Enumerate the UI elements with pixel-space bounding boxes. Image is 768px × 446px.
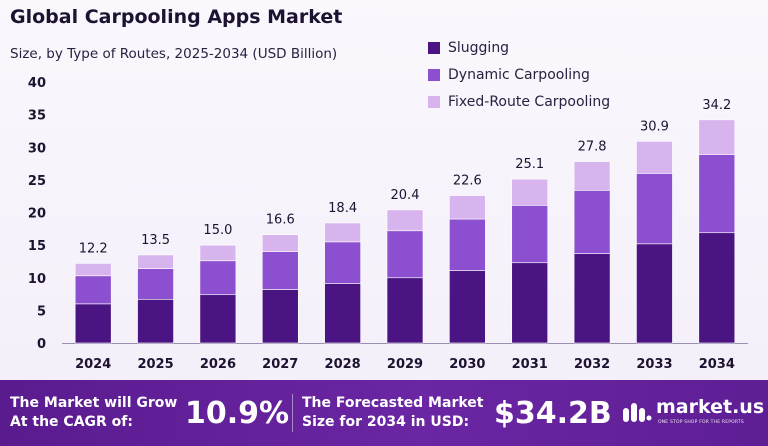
market-us-logo-icon xyxy=(623,403,652,422)
legend-label-dynamic: Dynamic Carpooling xyxy=(448,66,590,83)
bar-segment-slugging-2034 xyxy=(698,232,736,344)
bar-segment-slugging-2026 xyxy=(199,294,237,344)
bar-segment-dynamic-carpooling-2026 xyxy=(199,260,237,296)
bar-segment-fixed-route-carpooling-2030 xyxy=(449,195,486,220)
x-tick-label: 2034 xyxy=(699,357,735,372)
bar-total-label: 34.2 xyxy=(702,98,731,113)
y-tick-label: 25 xyxy=(28,174,46,189)
bar-segment-slugging-2033 xyxy=(636,243,673,344)
bar-total-label: 30.9 xyxy=(640,119,669,134)
bar-segment-dynamic-carpooling-2034 xyxy=(698,154,736,234)
forecast-value: $34.2B xyxy=(494,396,612,431)
legend-swatch-fixed-route xyxy=(428,95,440,108)
x-tick-label: 2031 xyxy=(512,357,548,372)
legend-item-dynamic: Dynamic Carpooling xyxy=(428,61,610,88)
bar-segment-fixed-route-carpooling-2026 xyxy=(199,244,237,262)
legend-swatch-slugging xyxy=(428,41,440,54)
bar-segment-dynamic-carpooling-2033 xyxy=(636,173,673,245)
bar-chart: 051015202530354012.2202413.5202515.02026… xyxy=(28,76,748,372)
y-tick-label: 5 xyxy=(37,304,46,319)
bar-segment-fixed-route-carpooling-2028 xyxy=(324,222,361,243)
bar-segment-slugging-2030 xyxy=(449,270,486,344)
bar-segment-dynamic-carpooling-2032 xyxy=(573,190,611,254)
bar-segment-fixed-route-carpooling-2024 xyxy=(74,263,112,277)
bar-segment-dynamic-carpooling-2031 xyxy=(511,205,549,264)
y-tick-label: 20 xyxy=(28,207,46,222)
bar-total-label: 20.4 xyxy=(391,188,420,203)
y-tick-label: 40 xyxy=(28,76,46,91)
x-tick-label: 2029 xyxy=(387,357,423,372)
bar-total-label: 12.2 xyxy=(79,241,108,256)
footer-banner: The Market will Grow At the CAGR of: 10.… xyxy=(0,380,768,446)
legend-item-fixed-route: Fixed-Route Carpooling xyxy=(428,88,610,115)
bar-total-label: 16.6 xyxy=(266,213,295,228)
bar-segment-fixed-route-carpooling-2031 xyxy=(511,178,549,206)
y-tick-label: 0 xyxy=(37,337,46,352)
chart-subtitle: Size, by Type of Routes, 2025-2034 (USD … xyxy=(10,46,338,62)
bar-segment-fixed-route-carpooling-2027 xyxy=(261,234,299,252)
bar-segment-slugging-2028 xyxy=(324,283,361,344)
cagr-caption-line1: The Market will Grow xyxy=(10,395,178,411)
x-tick-label: 2032 xyxy=(574,357,610,372)
bar-total-label: 15.0 xyxy=(203,223,232,238)
footer-divider xyxy=(292,394,293,432)
bar-segment-fixed-route-carpooling-2029 xyxy=(386,209,424,232)
bar-segment-dynamic-carpooling-2030 xyxy=(449,218,486,271)
bar-total-label: 22.6 xyxy=(453,174,482,189)
legend-item-slugging: Slugging xyxy=(428,34,610,61)
x-tick-label: 2030 xyxy=(449,357,485,372)
y-tick-label: 30 xyxy=(28,141,46,156)
x-tick-label: 2026 xyxy=(200,357,236,372)
y-tick-label: 15 xyxy=(28,239,46,254)
bar-segment-fixed-route-carpooling-2025 xyxy=(137,254,174,269)
bar-segment-fixed-route-carpooling-2034 xyxy=(698,119,736,155)
forecast-caption: The Forecasted Market Size for 2034 in U… xyxy=(302,394,483,432)
bar-segment-fixed-route-carpooling-2033 xyxy=(636,141,673,174)
brand-name: market.us xyxy=(656,396,765,418)
forecast-caption-line1: The Forecasted Market xyxy=(302,395,484,411)
forecast-caption-line2: Size for 2034 in USD: xyxy=(302,414,470,430)
cagr-value: 10.9% xyxy=(185,396,290,431)
y-tick-label: 10 xyxy=(28,272,46,287)
brand-tagline: ONE STOP SHOP FOR THE REPORTS xyxy=(658,420,744,425)
legend-swatch-dynamic xyxy=(428,68,440,81)
bar-segment-dynamic-carpooling-2028 xyxy=(324,241,361,284)
legend-label-slugging: Slugging xyxy=(448,39,510,56)
bar-segment-slugging-2029 xyxy=(386,277,424,344)
cagr-caption-line2: At the CAGR of: xyxy=(10,414,133,430)
x-tick-label: 2027 xyxy=(262,357,298,372)
legend-label-fixed-route: Fixed-Route Carpooling xyxy=(448,93,611,110)
bar-total-label: 18.4 xyxy=(328,201,357,216)
bar-segment-dynamic-carpooling-2029 xyxy=(386,230,424,279)
bar-total-label: 25.1 xyxy=(515,157,544,172)
x-tick-label: 2024 xyxy=(75,357,111,372)
x-tick-label: 2025 xyxy=(137,357,173,372)
bar-total-label: 13.5 xyxy=(141,233,170,248)
cagr-caption: The Market will Grow At the CAGR of: xyxy=(10,394,177,432)
x-tick-label: 2028 xyxy=(325,357,361,372)
bar-segment-slugging-2025 xyxy=(137,298,174,344)
y-tick-label: 35 xyxy=(28,109,46,124)
chart-title: Global Carpooling Apps Market xyxy=(10,6,343,28)
bar-segment-slugging-2031 xyxy=(511,262,549,344)
bar-segment-dynamic-carpooling-2027 xyxy=(261,251,299,290)
bar-segment-slugging-2027 xyxy=(261,289,299,344)
bar-segment-slugging-2024 xyxy=(74,303,112,344)
bar-segment-dynamic-carpooling-2025 xyxy=(137,268,174,300)
legend: Slugging Dynamic Carpooling Fixed-Route … xyxy=(428,34,610,115)
bar-segment-slugging-2032 xyxy=(573,253,611,344)
x-tick-label: 2033 xyxy=(636,357,672,372)
bar-segment-fixed-route-carpooling-2032 xyxy=(573,161,611,191)
bar-total-label: 27.8 xyxy=(578,140,607,155)
bar-segment-dynamic-carpooling-2024 xyxy=(74,275,112,305)
